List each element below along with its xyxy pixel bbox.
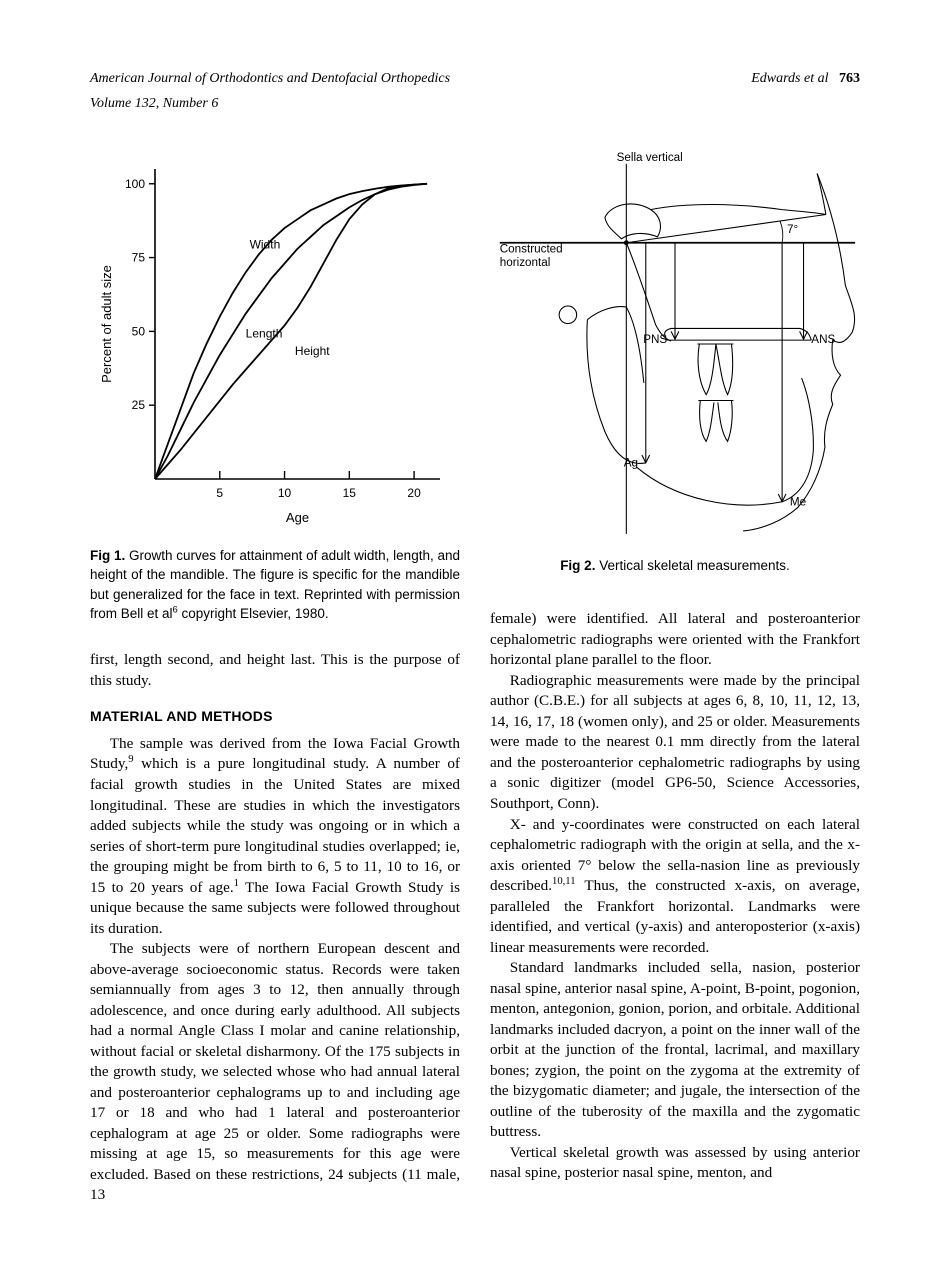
mm-paragraph-2: The subjects were of northern European d…: [90, 939, 460, 1206]
running-header: American Journal of Orthodontics and Den…: [90, 70, 860, 89]
figure-1-caption: Fig 1. Growth curves for attainment of a…: [90, 546, 460, 624]
svg-text:20: 20: [407, 486, 421, 500]
figure-1: 25 50 75 100 5 10 15 20 Age Percent of adult size…: [90, 154, 460, 534]
svg-text:Age: Age: [286, 510, 309, 525]
svg-text:Constructed: Constructed: [500, 242, 563, 255]
left-column: 25 50 75 100 5 10 15 20 Age Percent of adult size…: [90, 154, 460, 1206]
svg-text:50: 50: [132, 324, 146, 338]
svg-text:Width: Width: [250, 237, 281, 251]
fig1-caption-tail: copyright Elsevier, 1980.: [178, 606, 329, 621]
section-heading-material-methods: MATERIAL AND METHODS: [90, 707, 460, 726]
right-paragraph-3: X- and y-coordinates were constructed on…: [490, 815, 860, 959]
svg-text:Height: Height: [295, 344, 330, 358]
svg-text:15: 15: [343, 486, 357, 500]
header-right: Edwards et al 763: [751, 70, 860, 89]
mm-paragraph-1: The sample was derived from the Iowa Fac…: [90, 734, 460, 939]
fig2-label: Fig 2.: [560, 558, 595, 573]
svg-text:Length: Length: [246, 326, 283, 340]
svg-text:100: 100: [125, 177, 145, 191]
volume-info: Volume 132, Number 6: [90, 95, 860, 114]
ceph-diagram: Sella vertical 7° Constructedhorizontal PNS…: [490, 144, 860, 544]
right-column: Sella vertical 7° Constructedhorizontal PNS…: [490, 154, 860, 1206]
svg-text:75: 75: [132, 250, 146, 264]
figure-2: Sella vertical 7° Constructedhorizontal PNS…: [490, 144, 860, 544]
right-paragraph-4: Standard landmarks included sella, nasio…: [490, 958, 860, 1143]
authors-short: Edwards et al: [751, 71, 828, 86]
mm-p1b: which is a pure longitudinal study. A nu…: [90, 755, 460, 895]
svg-text:25: 25: [132, 398, 146, 412]
svg-text:Percent of adult size: Percent of adult size: [99, 265, 114, 383]
svg-text:horizontal: horizontal: [500, 256, 551, 269]
fig1-label: Fig 1.: [90, 548, 125, 563]
svg-text:Sella vertical: Sella vertical: [617, 151, 683, 164]
right-p3a-sup: 10,11: [552, 876, 576, 887]
growth-chart: 25 50 75 100 5 10 15 20 Age Percent of adult size…: [95, 154, 455, 534]
svg-text:10: 10: [278, 486, 292, 500]
right-paragraph-5: Vertical skeletal growth was assessed by…: [490, 1143, 860, 1184]
page-number: 763: [839, 71, 860, 86]
right-paragraph-2: Radiographic measurements were made by t…: [490, 671, 860, 815]
svg-text:7°: 7°: [787, 223, 798, 236]
figure-2-caption: Fig 2. Vertical skeletal measurements.: [490, 556, 860, 576]
journal-title: American Journal of Orthodontics and Den…: [90, 70, 450, 89]
svg-text:5: 5: [216, 486, 223, 500]
right-paragraph-1: female) were identified. All lateral and…: [490, 609, 860, 671]
fig2-caption-text: Vertical skeletal measurements.: [599, 558, 790, 573]
svg-text:PNS: PNS: [643, 333, 667, 346]
intro-tail-paragraph: first, length second, and height last. T…: [90, 650, 460, 691]
two-column-layout: 25 50 75 100 5 10 15 20 Age Percent of adult size…: [90, 154, 860, 1206]
journal-page: American Journal of Orthodontics and Den…: [0, 0, 950, 1256]
